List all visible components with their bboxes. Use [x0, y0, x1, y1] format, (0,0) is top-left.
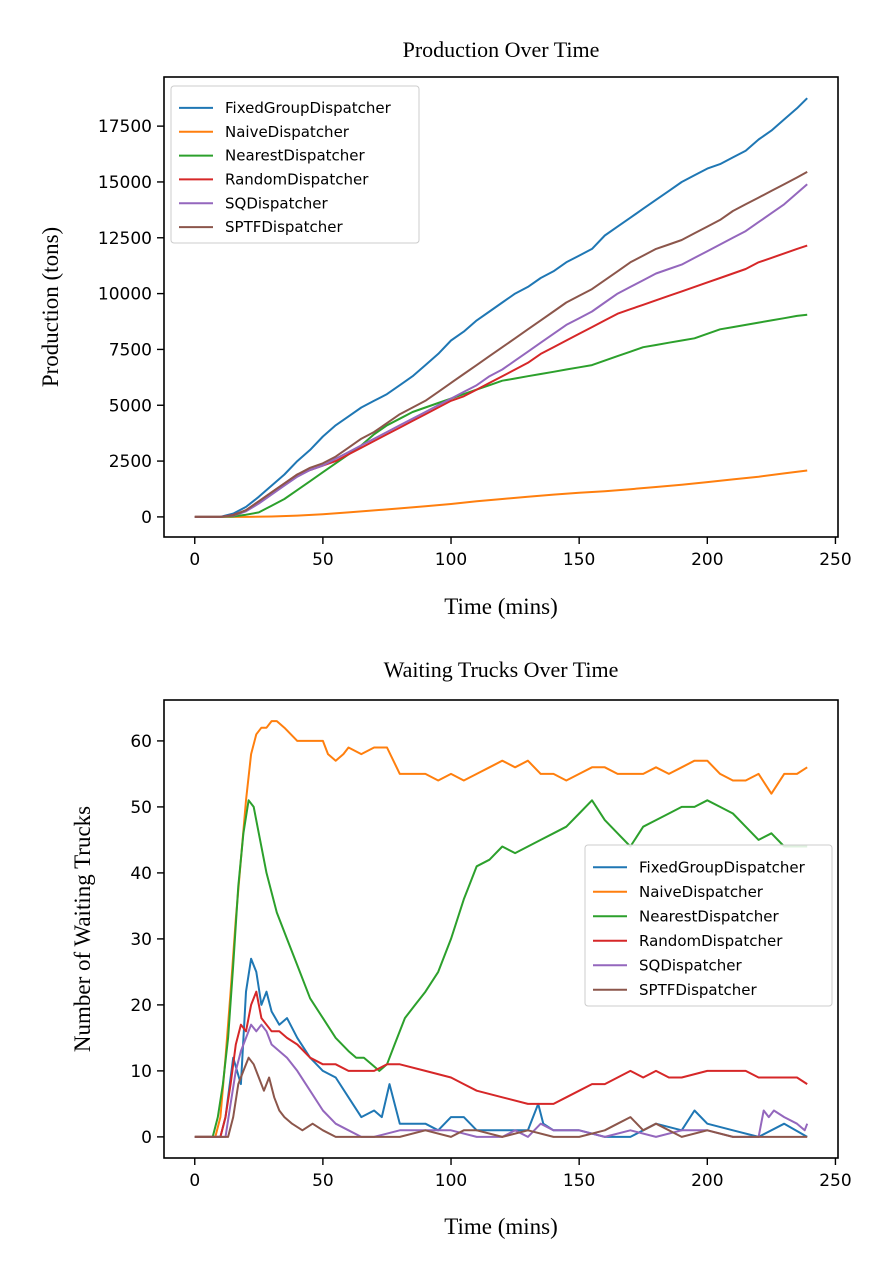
series-line-2: [194, 313, 808, 518]
y-tick-label: 60: [130, 732, 152, 752]
x-tick-label: 200: [691, 550, 723, 570]
series-line-5: [194, 171, 808, 518]
y-tick-label: 10: [130, 1062, 152, 1082]
y-tick-label: 2500: [109, 452, 152, 472]
series-line-1: [194, 469, 808, 518]
axes-frame: [163, 76, 839, 538]
y-tick-label: 5000: [109, 396, 152, 416]
series-line-1: [194, 720, 808, 1138]
legend-label-5: SPTFDispatcher: [225, 218, 343, 236]
x-tick-label: 250: [819, 1171, 851, 1191]
chart-title: Waiting Trucks Over Time: [384, 657, 619, 682]
x-tick-label: 50: [312, 550, 334, 570]
chart-title: Production Over Time: [403, 37, 600, 62]
x-tick-label: 150: [563, 550, 595, 570]
x-tick-label: 250: [819, 550, 851, 570]
axis-ticks: 0 50 100 150 200 250 0 10 20 30 40 50 60: [130, 732, 851, 1191]
legend-label-4: SQDispatcher: [225, 194, 328, 212]
legend-label-4: SQDispatcher: [639, 956, 742, 974]
legend-label-5: SPTFDispatcher: [639, 981, 757, 999]
y-tick-label: 30: [130, 930, 152, 950]
legend-label-0: FixedGroupDispatcher: [639, 858, 806, 876]
y-tick-label: 0: [141, 508, 152, 528]
legend-label-1: NaiveDispatcher: [639, 883, 764, 901]
series-line-3: [194, 990, 808, 1138]
y-axis-label: Number of Waiting Trucks: [70, 806, 95, 1052]
x-axis-label: Time (mins): [444, 594, 558, 619]
legend-label-2: NearestDispatcher: [639, 907, 780, 925]
y-tick-label: 7500: [109, 340, 152, 360]
y-tick-label: 12500: [98, 229, 152, 249]
legend-label-0: FixedGroupDispatcher: [225, 99, 392, 117]
y-tick-label: 50: [130, 798, 152, 818]
y-tick-label: 20: [130, 996, 152, 1016]
plot-area: [194, 97, 808, 518]
legend-frame: [584, 844, 833, 1007]
legend-label-3: RandomDispatcher: [639, 932, 783, 950]
waiting-trucks-chart: Waiting Trucks Over Time 0 50 100 150 200 250…: [70, 657, 852, 1239]
y-tick-label: 17500: [98, 117, 152, 137]
y-tick-label: 10000: [98, 285, 152, 305]
y-tick-label: 40: [130, 864, 152, 884]
x-axis-label: Time (mins): [444, 1214, 558, 1239]
legend: FixedGroupDispatcher NaiveDispatcher Neare…: [584, 844, 833, 1007]
x-tick-label: 50: [312, 1171, 334, 1191]
axes-frame: [163, 699, 839, 1159]
legend-label-2: NearestDispatcher: [225, 147, 366, 165]
x-tick-label: 0: [189, 550, 200, 570]
x-tick-label: 100: [435, 1171, 467, 1191]
series-line-0: [194, 97, 808, 518]
x-tick-label: 100: [435, 550, 467, 570]
y-tick-label: 0: [141, 1128, 152, 1148]
legend-frame: [170, 85, 420, 244]
y-axis-label: Production (tons): [38, 227, 63, 387]
legend: FixedGroupDispatcher NaiveDispatcher Neare…: [170, 85, 420, 244]
x-tick-label: 150: [563, 1171, 595, 1191]
x-tick-label: 200: [691, 1171, 723, 1191]
y-tick-label: 15000: [98, 173, 152, 193]
series-line-4: [194, 183, 808, 518]
production-chart: Production Over Time 0 50 100 150 200 2500250…: [38, 37, 852, 619]
legend-label-1: NaiveDispatcher: [225, 123, 350, 141]
series-line-5: [194, 1056, 808, 1138]
series-line-2: [194, 799, 808, 1138]
x-tick-label: 0: [189, 1171, 200, 1191]
legend-label-3: RandomDispatcher: [225, 170, 369, 188]
axis-ticks: 0 50 100 150 200 2500250050007500100001250015…: [98, 117, 852, 570]
plot-area: [194, 720, 809, 1138]
